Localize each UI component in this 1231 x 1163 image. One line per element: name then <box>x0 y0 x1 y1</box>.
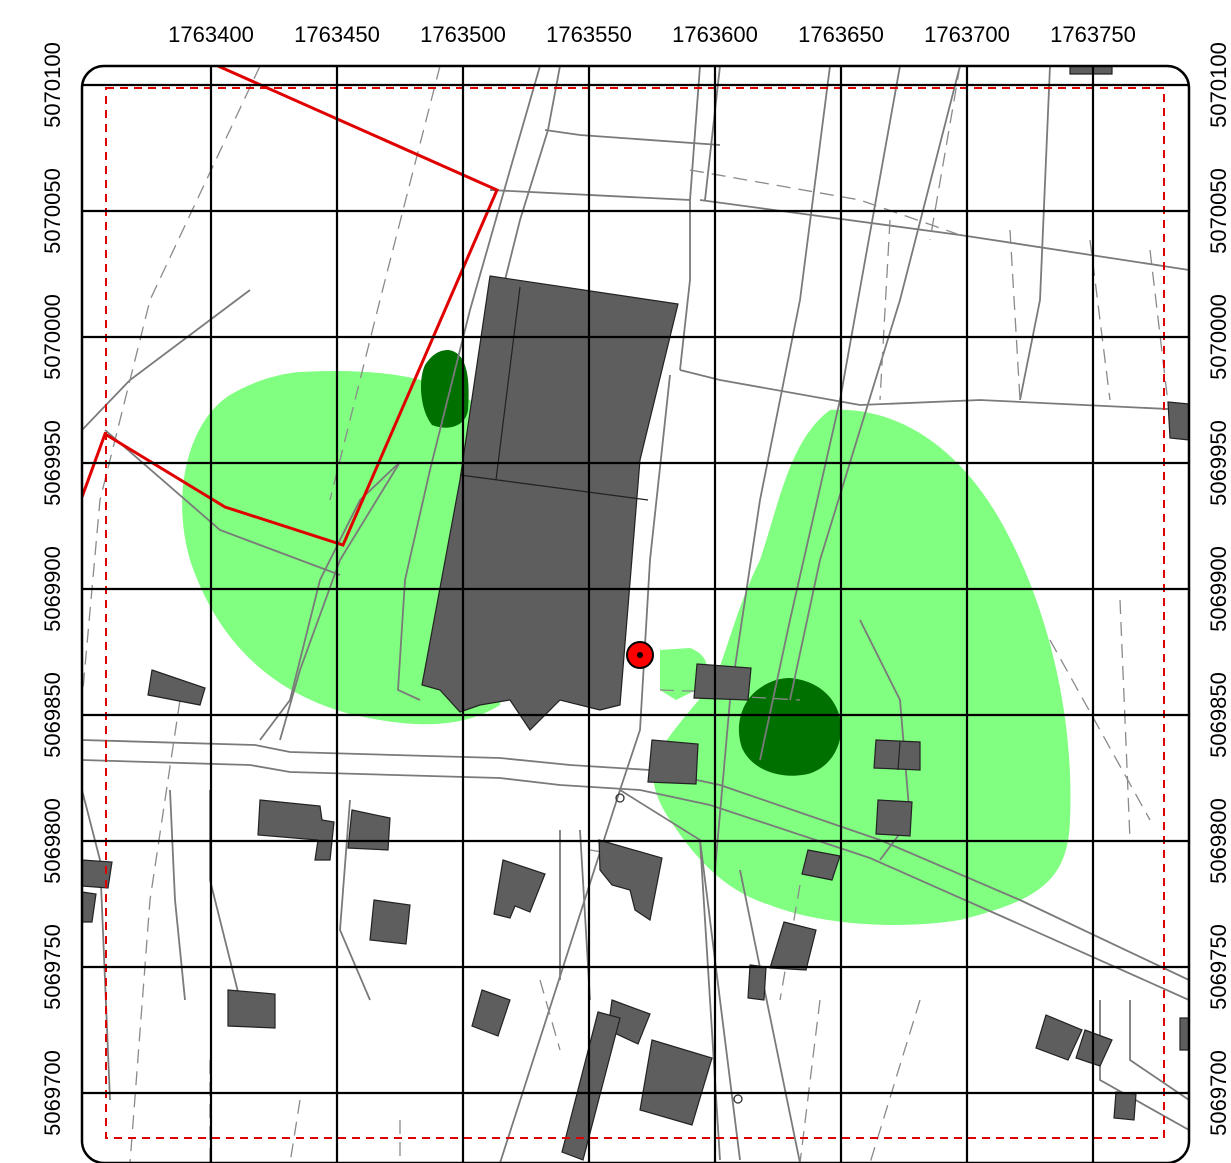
red-dot-marker[interactable] <box>626 641 654 669</box>
y-label-right: 5069750 <box>1206 924 1231 1010</box>
y-label-left: 5070000 <box>40 294 65 380</box>
x-label: 1763600 <box>672 22 758 47</box>
extent-dashed <box>105 87 1165 1139</box>
x-label: 1763650 <box>798 22 884 47</box>
x-label: 1763550 <box>546 22 632 47</box>
y-label-left: 5069750 <box>40 924 65 1010</box>
grid-horizontal <box>82 83 1189 1095</box>
y-label-left: 5069800 <box>40 798 65 884</box>
x-label: 1763700 <box>924 22 1010 47</box>
road-node-2 <box>733 1094 743 1104</box>
y-axis-labels-left: 5070100 5070050 5070000 5069950 5069900 … <box>40 42 65 1136</box>
grid-vertical <box>209 66 1095 1163</box>
building-divider-lines <box>459 286 901 771</box>
y-label-right: 5069850 <box>1206 672 1231 758</box>
y-label-left: 5069950 <box>40 420 65 506</box>
y-label-right: 5070000 <box>1206 294 1231 380</box>
x-label: 1763400 <box>168 22 254 47</box>
x-label: 1763450 <box>294 22 380 47</box>
y-label-left: 5069900 <box>40 546 65 632</box>
y-label-right: 5069700 <box>1206 1050 1231 1136</box>
y-label-right: 5069900 <box>1206 546 1231 632</box>
x-label: 1763500 <box>420 22 506 47</box>
y-label-left: 5070050 <box>40 168 65 254</box>
y-label-left: 5070100 <box>40 42 65 128</box>
zone-right-dark <box>738 678 841 776</box>
road-node-1 <box>615 793 625 803</box>
zone-left-dark <box>420 350 469 428</box>
y-axis-labels-right: 5070100 5070050 5070000 5069950 5069900 … <box>1206 42 1231 1136</box>
y-label-right: 5069800 <box>1206 798 1231 884</box>
x-axis-labels: 1763400 1763450 1763500 1763550 1763600 … <box>168 22 1136 47</box>
buildings <box>82 66 1189 1161</box>
zone-left-light <box>182 370 505 725</box>
parcel-boundary <box>82 66 499 547</box>
y-label-left: 5069700 <box>40 1050 65 1136</box>
y-label-right: 5070050 <box>1206 168 1231 254</box>
y-label-right: 5070100 <box>1206 42 1231 128</box>
y-label-left: 5069850 <box>40 672 65 758</box>
x-label: 1763750 <box>1050 22 1136 47</box>
y-label-right: 5069950 <box>1206 420 1231 506</box>
map-frame <box>80 64 1191 1163</box>
